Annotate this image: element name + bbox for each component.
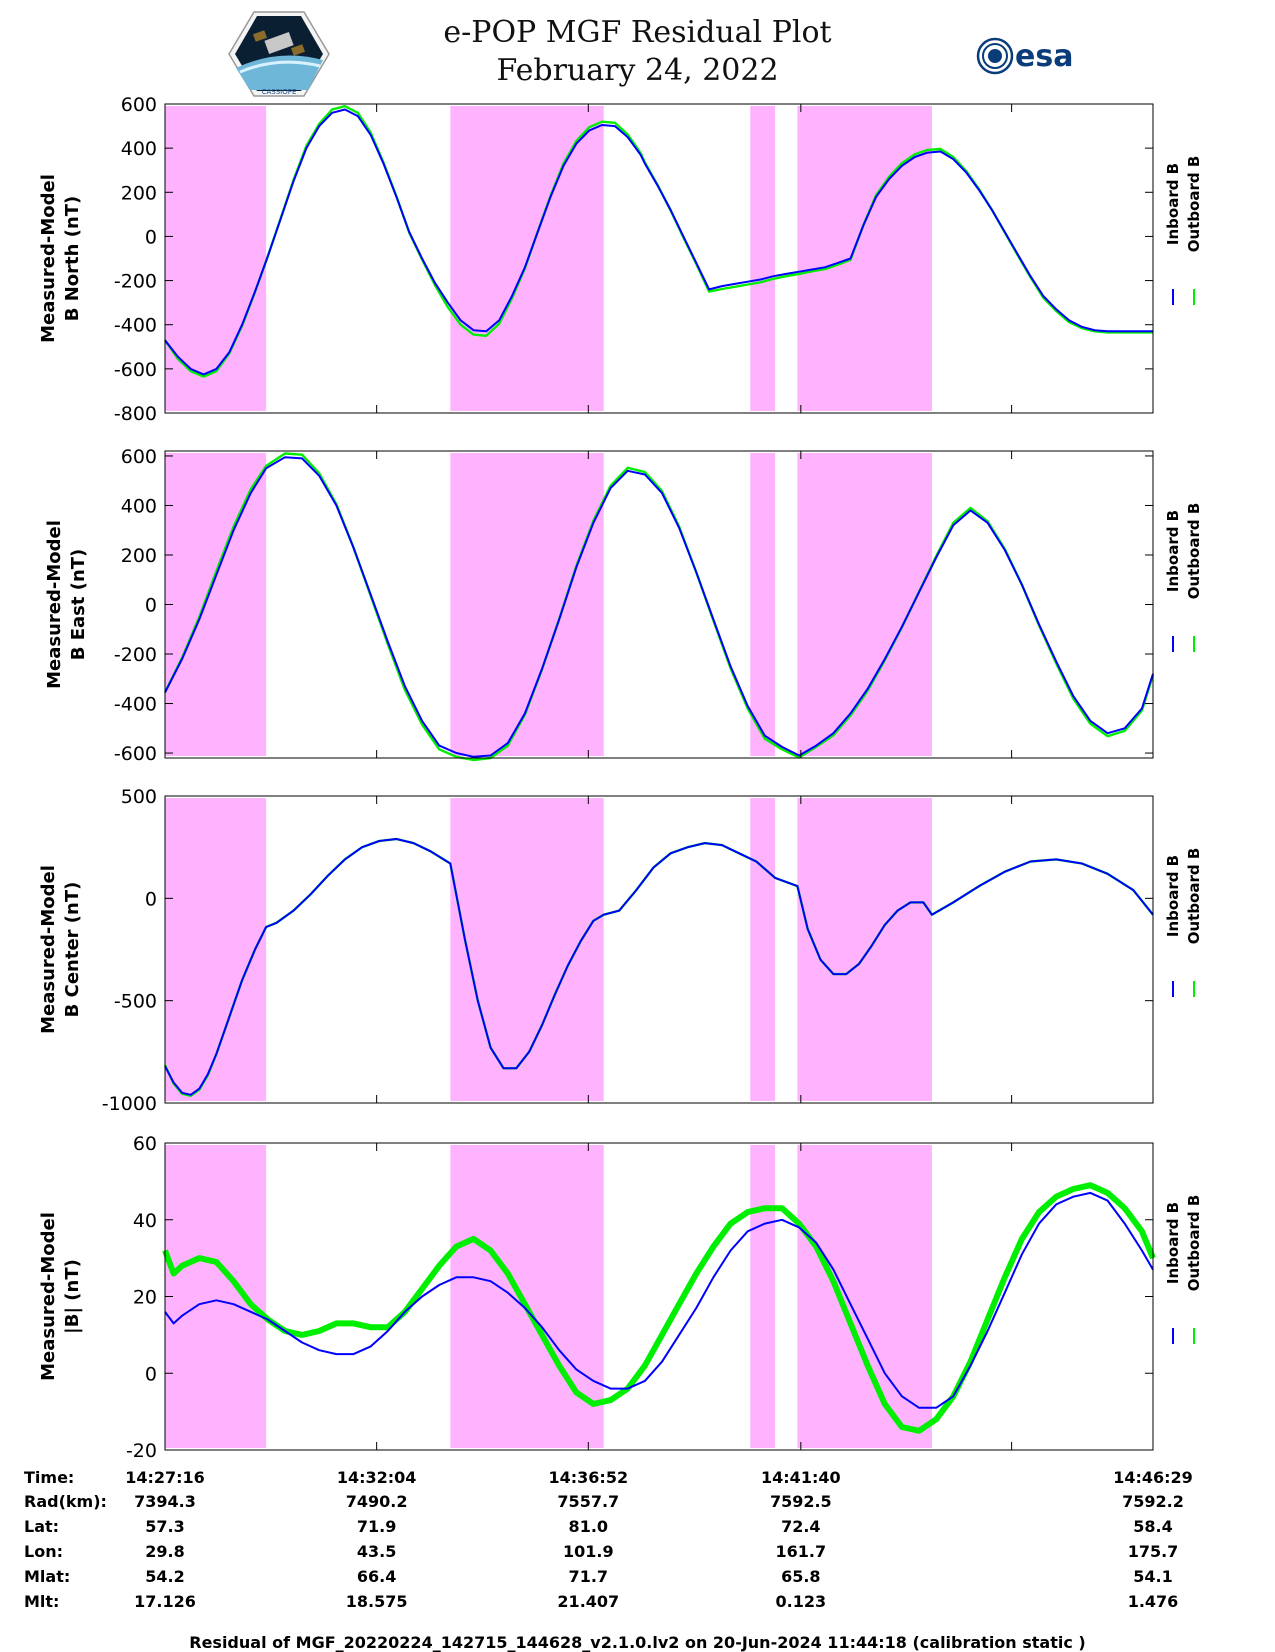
legend-inboard-label: Inboard B <box>1164 510 1182 592</box>
title-line-2: February 24, 2022 <box>496 53 779 88</box>
series-line-inboard-panel-2 <box>164 456 1154 758</box>
series-line-inboard-panel-4 <box>164 1191 1154 1409</box>
shaded-interval-2-4 <box>797 453 932 756</box>
esa-logo-icon: esa <box>976 37 1073 75</box>
y-axis-label: Measured-Model <box>38 865 59 1034</box>
shaded-interval-1-4 <box>797 106 932 411</box>
y-axis-label: Measured-Model <box>38 174 59 343</box>
y-axis-label: Measured-Model <box>44 520 65 689</box>
y-axis-label: Measured-Model <box>38 1212 59 1381</box>
cassiope-logo-icon: CASSIOPE <box>228 11 330 97</box>
shaded-interval-1-1 <box>165 106 267 411</box>
y-tick-label: -400 <box>114 694 157 716</box>
footer-caption: Residual of MGF_20220224_142715_144628_v… <box>189 1633 1086 1652</box>
shaded-interval-3-1 <box>165 798 267 1101</box>
series-line-inboard-panel-3 <box>164 838 1154 1096</box>
shaded-interval-2-1 <box>165 453 267 756</box>
y-tick-label: -200 <box>114 271 157 293</box>
y-tick-label: 600 <box>121 446 157 468</box>
y-tick-label: 200 <box>121 182 157 204</box>
legend-inboard-label: Inboard B <box>1164 1202 1182 1284</box>
y-tick-label: 60 <box>133 1133 157 1155</box>
esa-logo-text: esa <box>1015 39 1073 74</box>
series-line-inboard-panel-1 <box>164 108 1153 376</box>
y-axis-label: B North (nT) <box>62 196 83 322</box>
y-tick-label: 0 <box>145 595 157 617</box>
cassiope-logo-text: CASSIOPE <box>262 88 297 96</box>
y-axis-label: B East (nT) <box>68 549 89 661</box>
y-tick-label: -200 <box>114 644 157 666</box>
legend-inboard-label: Inboard B <box>1164 163 1182 245</box>
axes-frame-panel-1 <box>164 103 1154 414</box>
y-tick-label: 500 <box>121 786 157 808</box>
y-tick-label: -1000 <box>102 1093 157 1115</box>
y-tick-label: -600 <box>114 359 157 381</box>
y-tick-label: 400 <box>121 138 157 160</box>
legend-outboard-label: Outboard B <box>1185 848 1203 945</box>
shaded-interval-1-3 <box>750 106 776 411</box>
y-tick-label: -20 <box>126 1440 157 1462</box>
y-tick-label: 0 <box>145 888 157 910</box>
series-line-outboard-panel-3 <box>163 837 1154 1098</box>
y-tick-label: 0 <box>145 226 157 248</box>
y-axis-label: B Center (nT) <box>62 882 83 1018</box>
shaded-interval-4-1 <box>165 1145 267 1448</box>
axes-frame-panel-3 <box>164 795 1154 1104</box>
y-tick-label: 200 <box>121 545 157 567</box>
title-line-1: e-POP MGF Residual Plot <box>443 15 832 50</box>
y-tick-label: -800 <box>114 403 157 425</box>
chart-title: e-POP MGF Residual Plot February 24, 202… <box>0 14 1275 90</box>
shaded-interval-4-2 <box>450 1145 604 1448</box>
series-line-outboard-panel-4 <box>162 1182 1156 1434</box>
y-axis-label: |B| (nT) <box>62 1259 83 1334</box>
y-tick-label: 40 <box>133 1210 157 1232</box>
shaded-interval-3-4 <box>797 798 932 1101</box>
axes-frame-panel-2 <box>164 450 1154 759</box>
series-line-outboard-panel-2 <box>163 452 1155 762</box>
shaded-interval-3-2 <box>450 798 604 1101</box>
axes-frame-panel-4 <box>164 1142 1154 1451</box>
shaded-interval-4-4 <box>797 1145 932 1448</box>
legend-outboard-label: Outboard B <box>1185 1195 1203 1292</box>
legend-inboard-label: Inboard B <box>1164 855 1182 937</box>
y-tick-label: -400 <box>114 315 157 337</box>
series-line-outboard-panel-1 <box>164 104 1153 378</box>
shaded-interval-4-3 <box>750 1145 776 1448</box>
legend-outboard-label: Outboard B <box>1185 156 1203 253</box>
y-tick-label: 400 <box>121 495 157 517</box>
y-tick-label: 600 <box>121 94 157 116</box>
shaded-interval-3-3 <box>750 798 776 1101</box>
y-tick-label: 20 <box>133 1287 157 1309</box>
y-tick-label: 0 <box>145 1363 157 1385</box>
y-tick-label: -600 <box>114 743 157 765</box>
y-tick-label: -500 <box>114 991 157 1013</box>
shaded-interval-2-3 <box>750 453 776 756</box>
legend-outboard-label: Outboard B <box>1185 503 1203 600</box>
